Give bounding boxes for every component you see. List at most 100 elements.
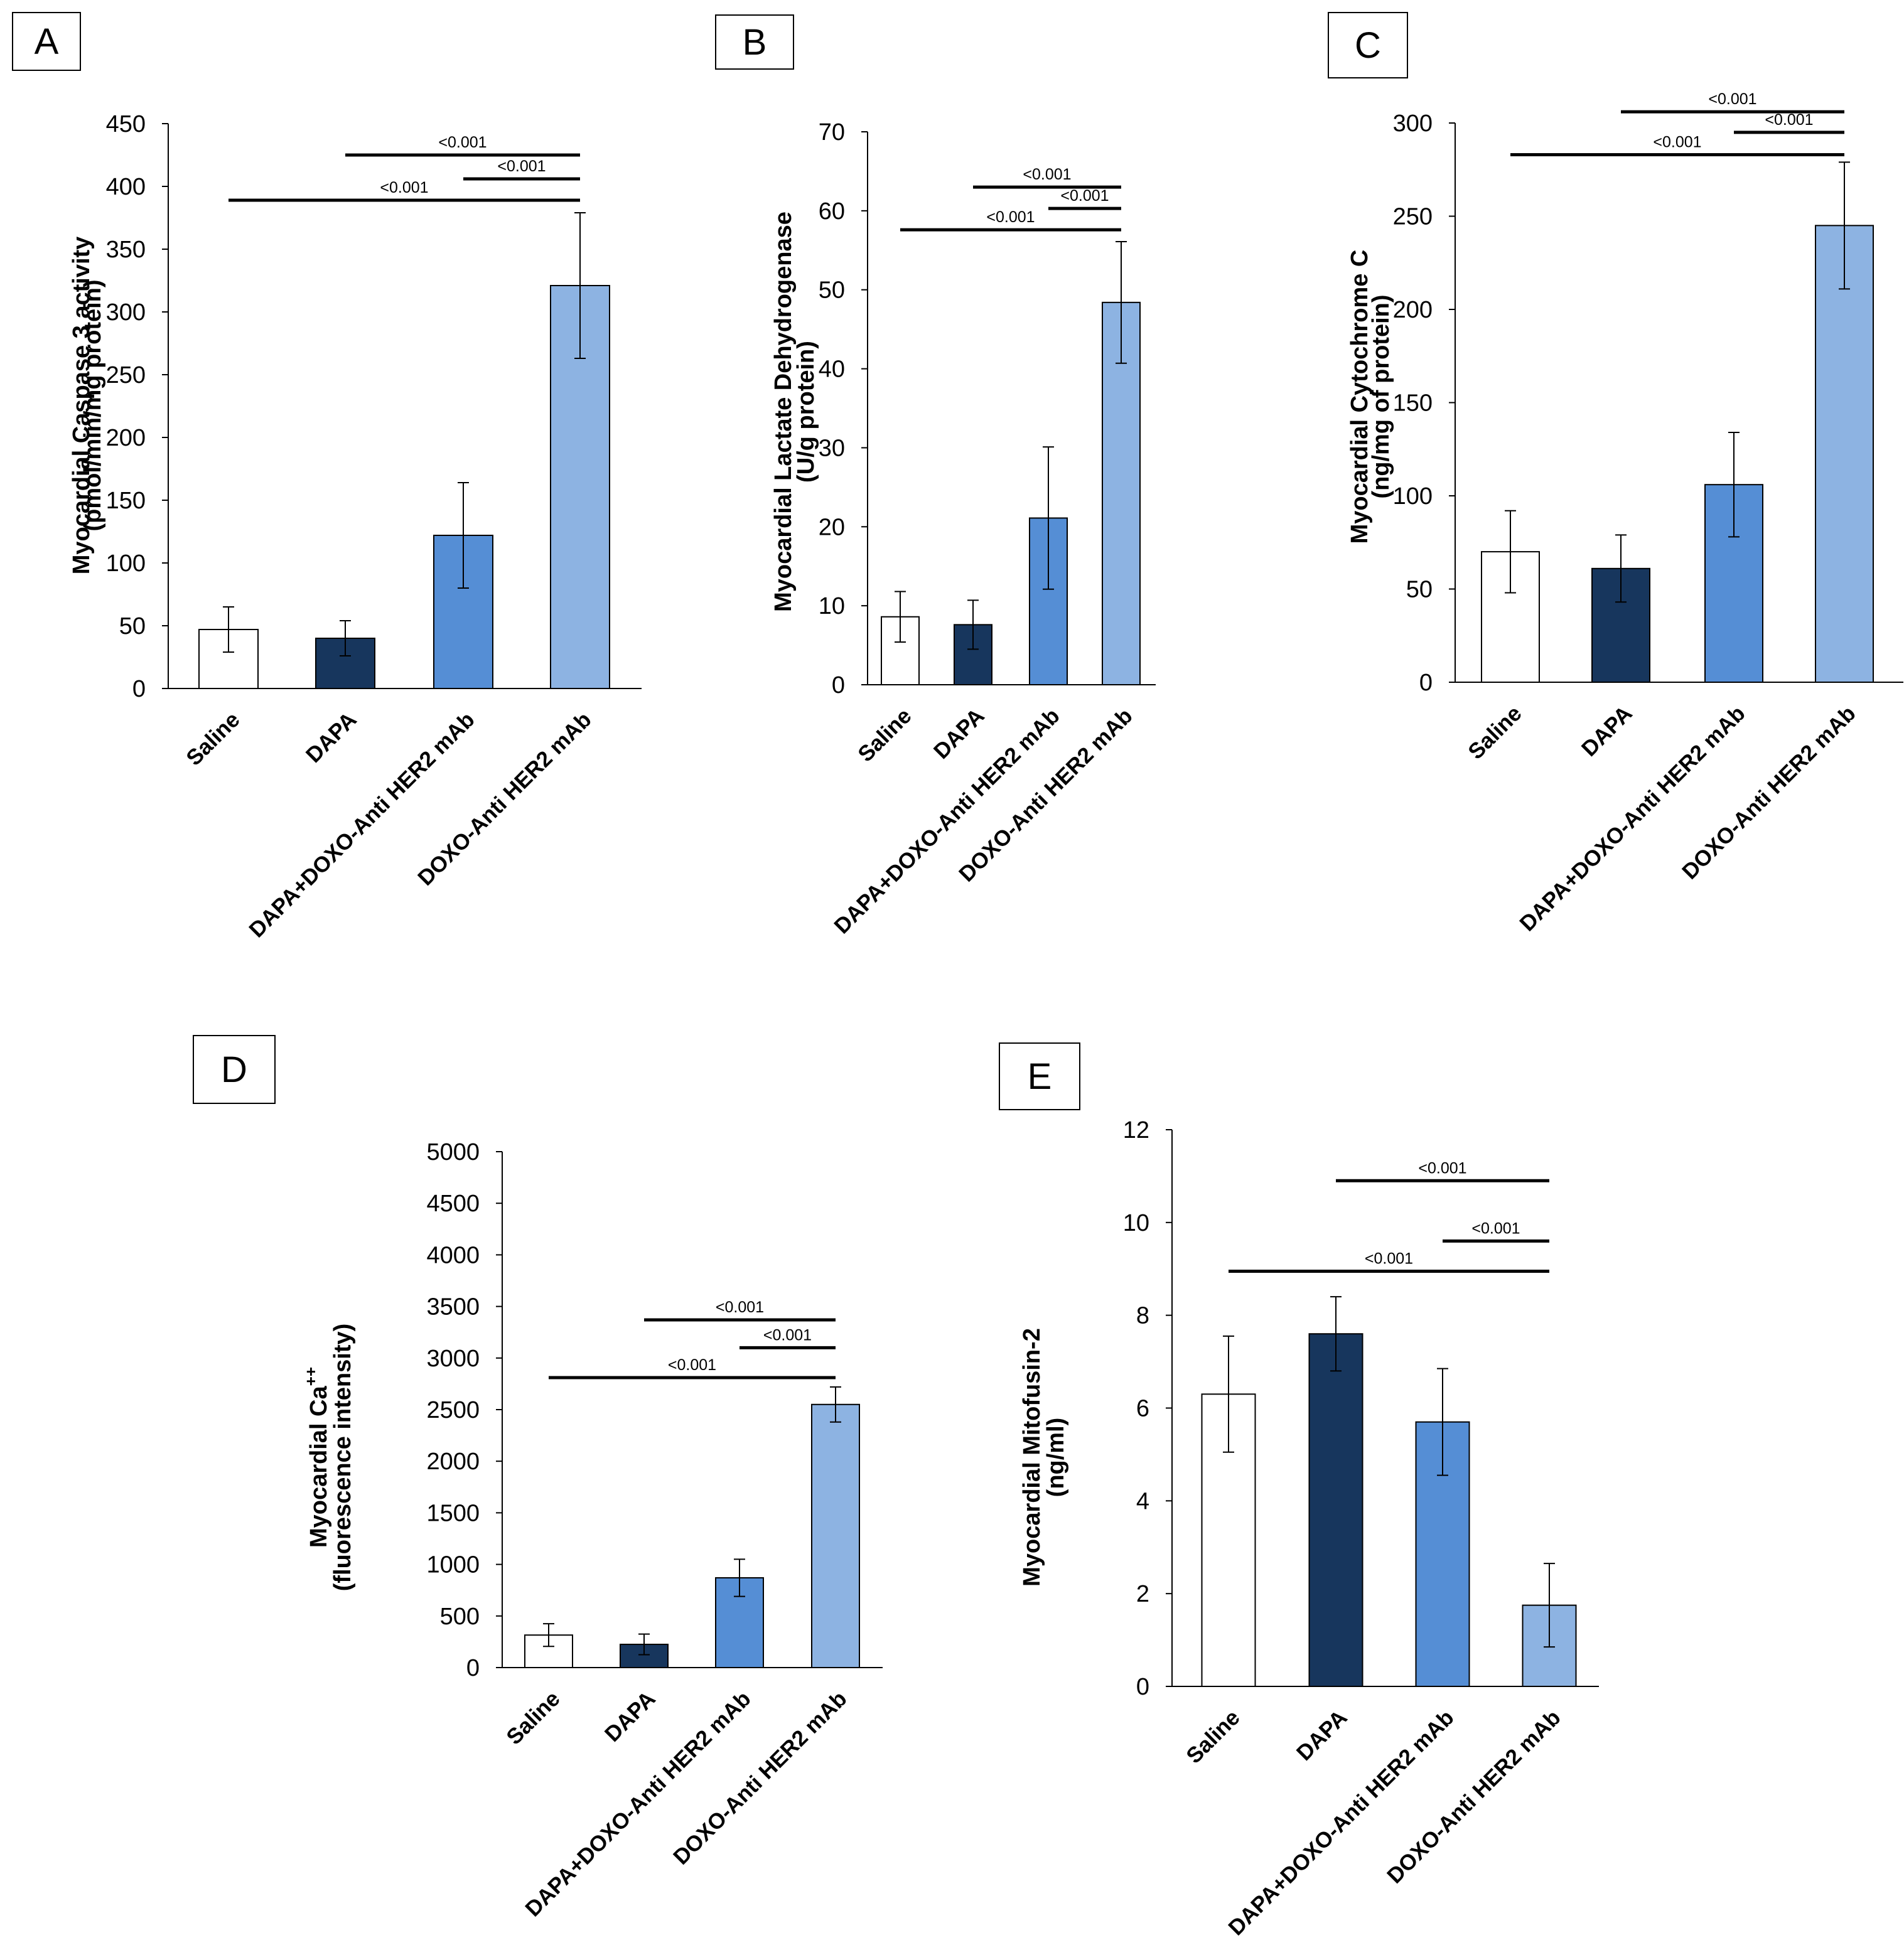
y-tick-label: 2000 <box>426 1449 480 1475</box>
panel-label-box <box>193 1035 276 1104</box>
y-tick-label: 4 <box>1136 1488 1149 1514</box>
y-tick-label: 0 <box>132 676 146 702</box>
significance-label: <0.001 <box>986 208 1035 226</box>
significance-label: <0.001 <box>763 1326 812 1344</box>
category-label: DAPA <box>1577 701 1637 761</box>
significance-label: <0.001 <box>1418 1159 1466 1177</box>
significance-label: <0.001 <box>716 1299 764 1316</box>
y-tick-label: 4000 <box>426 1242 480 1268</box>
y-tick-label: 5000 <box>426 1139 480 1165</box>
y-tick-label: 100 <box>106 550 146 577</box>
y-tick-label: 2500 <box>426 1397 480 1423</box>
significance-label: <0.001 <box>1653 133 1701 151</box>
y-tick-label: 50 <box>119 613 146 640</box>
y-tick-label: 1000 <box>426 1552 480 1578</box>
y-tick-label: 300 <box>1393 110 1433 137</box>
y-tick-label: 8 <box>1136 1303 1149 1329</box>
panel-a: A 0 50 100 150 200 250 300 350 400 450 Saline DAPADA… <box>12 12 642 942</box>
significance-label: <0.001 <box>668 1356 716 1374</box>
category-label: DAPA <box>600 1686 660 1747</box>
y-tick-label: 6 <box>1136 1396 1149 1422</box>
y-tick-label: 0 <box>466 1655 480 1681</box>
y-tick-label: 0 <box>832 672 845 699</box>
panel-c: C 0 50 100 150 200 250 300 Saline DAPADAPA+DOXO-A… <box>1328 12 1903 936</box>
y-tick-label: 1500 <box>426 1500 480 1526</box>
category-label: DAPA+DOXO-Anti HER2 mAb <box>244 707 479 942</box>
y-axis-subtitle: (ng/ml) <box>1043 1418 1069 1497</box>
y-tick-label: 0 <box>1419 670 1433 696</box>
bar <box>811 1403 860 1669</box>
category-label: DOXO-Anti HER2 mAb <box>1382 1705 1566 1888</box>
significance-label: <0.001 <box>1023 166 1071 183</box>
category-label: Saline <box>1181 1705 1244 1768</box>
panel-label: E <box>1028 1056 1052 1097</box>
y-tick-label: 200 <box>1393 297 1433 323</box>
y-axis-title: Myocardial Mitofusin-2 <box>1019 1328 1045 1587</box>
y-tick-label: 2 <box>1136 1581 1149 1607</box>
panel-label: A <box>35 21 59 62</box>
y-tick-label: 40 <box>819 356 845 383</box>
y-tick-label: 0 <box>1136 1674 1149 1700</box>
category-label: DAPA <box>301 707 362 768</box>
category-label: Saline <box>181 707 244 770</box>
y-axis-title: Myocardial Cytochrome C <box>1347 250 1373 544</box>
significance-label: <0.001 <box>1471 1219 1520 1237</box>
category-label: DOXO-Anti HER2 mAb <box>669 1686 852 1870</box>
significance-label: <0.001 <box>380 179 428 196</box>
y-tick-label: 400 <box>106 174 146 200</box>
y-tick-label: 3000 <box>426 1346 480 1372</box>
category-label: DAPA <box>1292 1705 1352 1765</box>
category-label: Saline <box>1463 701 1526 764</box>
y-axis-subtitle: (ng/mg of protein) <box>1368 294 1394 498</box>
y-tick-label: 20 <box>819 514 845 540</box>
y-tick-label: 250 <box>1393 204 1433 230</box>
panel-label-box <box>1328 12 1408 78</box>
y-axis-subtitle: (U/g protein) <box>793 341 819 483</box>
y-tick-label: 150 <box>106 488 146 514</box>
y-tick-label: 500 <box>440 1604 480 1630</box>
panel-label: C <box>1355 25 1381 66</box>
category-label: DAPA+DOXO-Anti HER2 mAb <box>1515 701 1750 936</box>
category-label: Saline <box>502 1686 564 1749</box>
y-tick-label: 4500 <box>426 1191 480 1217</box>
significance-label: <0.001 <box>497 158 546 175</box>
bar <box>1815 225 1874 683</box>
y-tick-label: 150 <box>1393 390 1433 417</box>
significance-label: <0.001 <box>1765 111 1813 129</box>
category-label: DAPA <box>929 704 989 764</box>
panel-label: B <box>743 22 767 63</box>
y-axis-subtitle: (pmol/min/mg protein) <box>80 279 106 531</box>
y-axis-subtitle: (fluorescence intensity) <box>330 1324 356 1592</box>
category-label: Saline <box>853 704 916 766</box>
y-tick-label: 10 <box>1123 1210 1149 1236</box>
category-label: DAPA+DOXO-Anti HER2 mAb <box>1224 1705 1458 1940</box>
y-tick-label: 450 <box>106 111 146 137</box>
panel-label-box <box>715 14 794 70</box>
significance-label: <0.001 <box>438 134 487 151</box>
y-axis-title: Myocardial Ca++ <box>301 1367 332 1548</box>
y-tick-label: 200 <box>106 425 146 451</box>
y-tick-label: 50 <box>819 277 845 304</box>
panel-label-box <box>12 12 81 71</box>
significance-label: <0.001 <box>1060 187 1109 205</box>
y-tick-label: 12 <box>1123 1117 1149 1144</box>
bar <box>1308 1333 1363 1688</box>
y-axis-title: Myocardial Caspase 3 activity <box>68 237 95 575</box>
y-tick-label: 70 <box>819 119 845 146</box>
panel-label-box <box>999 1042 1080 1110</box>
significance-label: <0.001 <box>1708 90 1756 108</box>
significance-label: <0.001 <box>1365 1250 1413 1267</box>
y-tick-label: 300 <box>106 299 146 326</box>
panel-label: D <box>221 1049 247 1090</box>
y-tick-label: 250 <box>106 362 146 388</box>
panel-d: D 0 500 1000 1500 2000 2500 3000 3500 4000 4500 500… <box>193 1035 883 1921</box>
y-tick-label: 10 <box>819 593 845 619</box>
y-axis-title: Myocardial Lactate Dehydrogenase <box>770 212 797 612</box>
y-tick-label: 30 <box>819 435 845 461</box>
y-tick-label: 3500 <box>426 1294 480 1321</box>
y-tick-label: 60 <box>819 198 845 225</box>
y-tick-label: 350 <box>106 237 146 263</box>
